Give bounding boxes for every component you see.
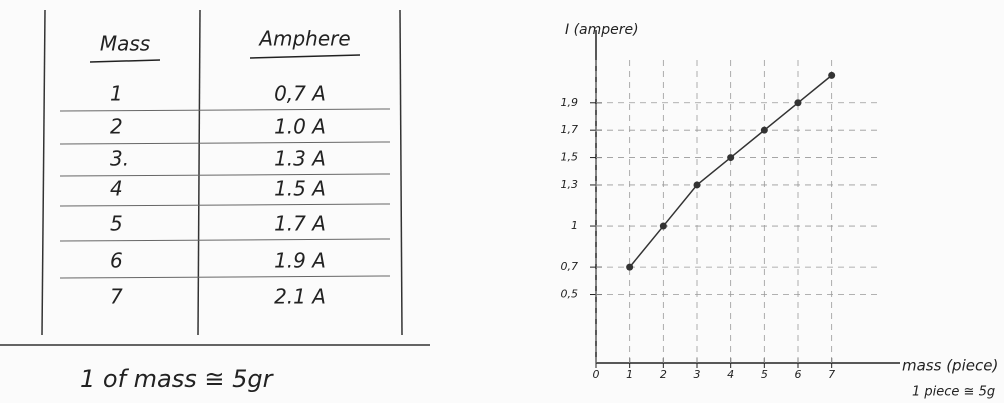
cell: 1 <box>110 82 123 106</box>
y-tick-label: 0,5 <box>561 288 579 301</box>
x-tick-label: 7 <box>828 368 835 381</box>
y-tick-label: 0,7 <box>561 260 579 273</box>
cell: 1.0 A <box>274 115 326 139</box>
x-tick-label: 2 <box>660 368 667 381</box>
cell: 4 <box>110 177 123 201</box>
x-tick-label: 5 <box>761 368 768 381</box>
cell: 1.3 A <box>274 147 326 171</box>
x-axis-label: mass (piece) <box>902 357 998 375</box>
y-tick-label: 1,9 <box>561 96 579 109</box>
x-tick-label: 6 <box>795 368 802 381</box>
point <box>694 181 701 188</box>
note: 1 piece ≅ 5g <box>912 385 995 400</box>
column-header: Amphere <box>257 27 350 51</box>
cell: 1.9 A <box>274 249 326 273</box>
x-tick-label: 0 <box>593 368 600 381</box>
point <box>828 72 835 79</box>
y-tick-label: 1 <box>571 219 578 232</box>
point <box>660 223 667 230</box>
x-tick-label: 3 <box>694 368 701 381</box>
x-tick-label: 1 <box>626 368 633 381</box>
cell: 7 <box>110 285 123 309</box>
cell: 1.7 A <box>274 212 326 236</box>
point <box>626 264 633 271</box>
page: Mass Amphere 1 of mass ≅ 5gr 1 0,7 A 2 1.0 … <box>0 0 1004 403</box>
column-header: Mass <box>100 32 150 56</box>
point <box>727 154 734 161</box>
y-tick-label: 1,3 <box>561 178 579 191</box>
y-tick-label: 1,7 <box>561 123 579 136</box>
y-axis-label: I (ampere) <box>565 22 639 38</box>
cell: 2.1 A <box>274 285 326 309</box>
y-tick-label: 1,5 <box>561 151 579 164</box>
footnote: 1 of mass ≅ 5gr <box>80 365 275 393</box>
cell: 0,7 A <box>274 82 326 106</box>
point <box>761 127 768 134</box>
cell: 3. <box>110 147 129 171</box>
cell: 5 <box>110 212 123 236</box>
cell: 2 <box>110 115 123 139</box>
cell: 1.5 A <box>274 177 326 201</box>
x-tick-label: 4 <box>727 368 734 381</box>
cell: 6 <box>110 249 123 273</box>
point <box>795 99 802 106</box>
